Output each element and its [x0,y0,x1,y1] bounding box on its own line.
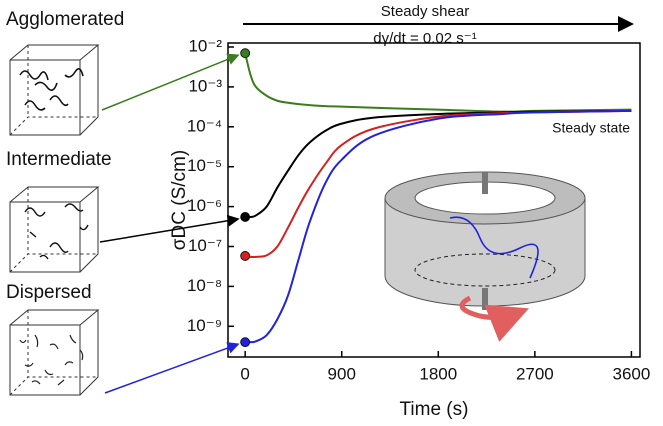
pointer-arrow [99,214,240,243]
y-tick-label: 10⁻³ [188,76,222,95]
legend-label: Intermediate [6,149,112,170]
x-axis-label: Time (s) [400,399,469,420]
x-tick-label: 3600 [613,364,651,383]
annotation: Steady state [552,120,630,136]
cube-illustrations [9,44,100,396]
y-tick-label: 10⁻⁸ [187,276,222,295]
x-tick-label: 0 [240,364,249,383]
y-tick-label: 10⁻⁴ [187,116,222,135]
y-tick-label: 10⁻⁵ [187,156,222,175]
series-line [244,52,632,113]
shear-cell-illustration [384,171,586,342]
subtitle: dγ/dt = 0.02 s⁻¹ [373,30,476,47]
pointer-arrow [104,342,240,394]
series-line [245,109,632,344]
legend-label: Agglomerated [6,9,124,30]
x-tick-label: 1800 [419,364,457,383]
plot-frame [227,42,641,358]
start-marker [240,251,251,261]
y-tick-label: 10⁻² [188,36,222,55]
legend-label: Dispersed [6,282,92,303]
pointer-arrow [101,53,240,111]
x-tick-label: 900 [328,364,356,383]
y-axis-label: σDC (S/cm) [169,150,190,250]
title: Steady shear [381,3,469,20]
start-marker [240,212,251,222]
start-marker [240,48,251,59]
y-tick-label: 10⁻⁶ [187,196,222,215]
y-tick-label: 10⁻⁷ [188,236,222,255]
y-tick-label: 10⁻⁹ [187,316,222,335]
start-marker [240,337,251,348]
x-tick-label: 2700 [516,364,554,383]
